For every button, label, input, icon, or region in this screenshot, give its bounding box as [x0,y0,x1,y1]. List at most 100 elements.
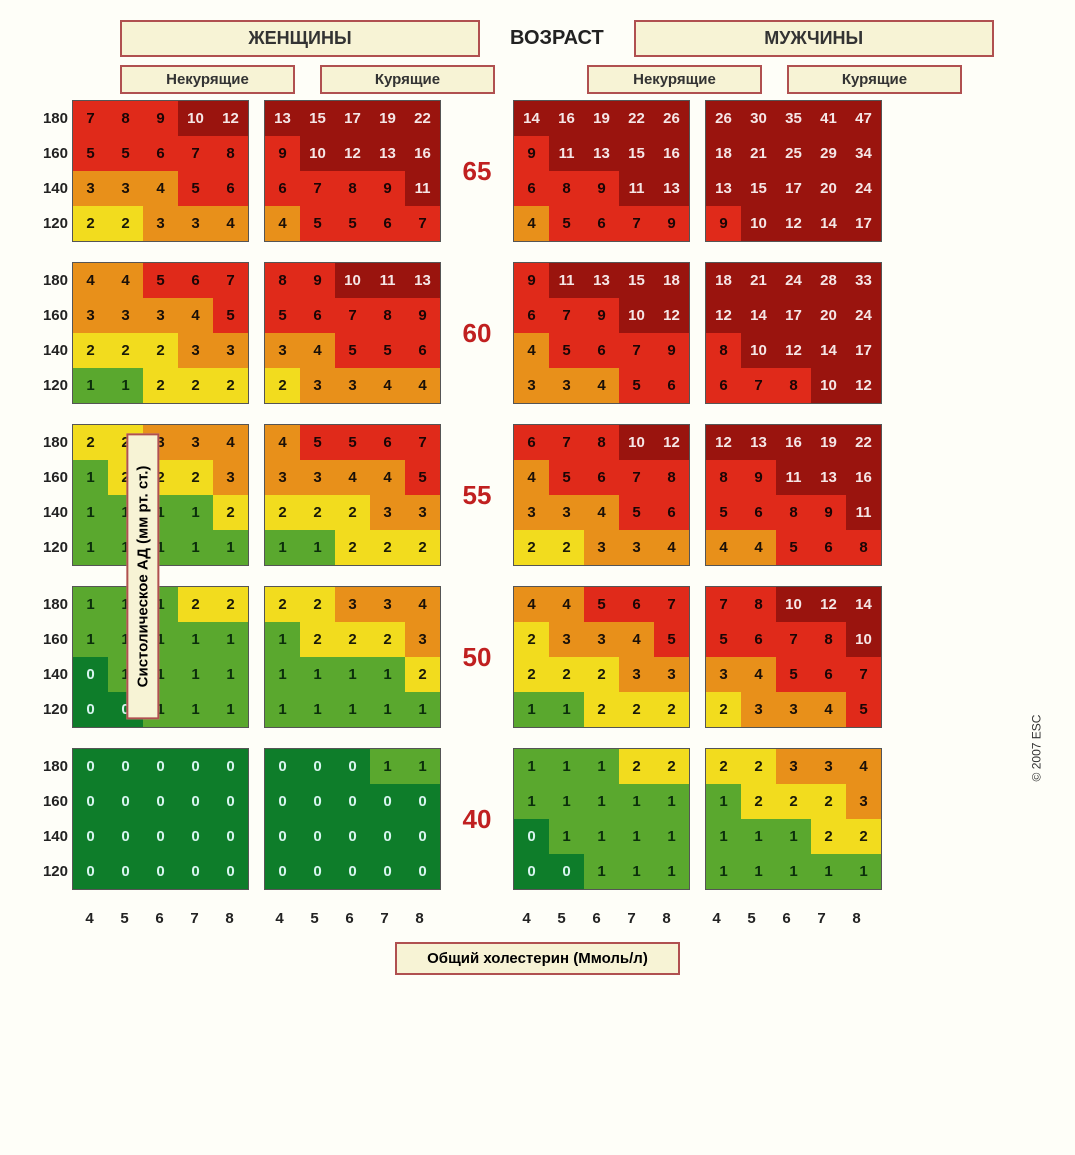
risk-cell: 3 [549,622,584,657]
chol-label: 7 [367,910,402,927]
risk-cell: 13 [654,171,689,206]
bp-label: 140 [20,333,68,368]
score-chart-container: Систолическое АД (мм рт. ст.) © 2007 ESC… [20,20,1055,975]
risk-cell: 0 [178,784,213,819]
risk-cell: 4 [370,368,405,403]
risk-cell: 6 [584,206,619,241]
risk-cell: 11 [619,171,654,206]
risk-cell: 16 [776,425,811,460]
risk-cell: 0 [213,749,248,784]
risk-cell: 16 [549,101,584,136]
risk-cell: 8 [706,333,741,368]
risk-cell: 18 [706,136,741,171]
bp-labels: 180160140120 [20,425,68,565]
risk-cell: 16 [654,136,689,171]
risk-cell: 3 [73,171,108,206]
risk-cell: 16 [846,460,881,495]
risk-cell: 0 [300,749,335,784]
risk-cell: 24 [846,298,881,333]
heatmap-ws-65: 131517192291012131667891145567 [264,100,441,242]
bp-labels: 180160140120 [20,101,68,241]
risk-cell: 5 [706,495,741,530]
risk-cell: 2 [706,692,741,727]
risk-cell: 7 [335,298,370,333]
risk-cell: 1 [776,854,811,889]
risk-cell: 21 [741,136,776,171]
risk-cell: 9 [514,136,549,171]
risk-cell: 7 [405,206,440,241]
risk-cell: 3 [335,368,370,403]
risk-cell: 6 [143,136,178,171]
risk-cell: 7 [776,622,811,657]
risk-cell: 11 [549,136,584,171]
chol-label: 8 [839,910,874,927]
risk-cell: 3 [73,298,108,333]
risk-cell: 2 [143,333,178,368]
risk-cell: 9 [265,136,300,171]
chol-label: 6 [769,910,804,927]
risk-cell: 0 [73,692,108,727]
risk-cell: 0 [370,819,405,854]
risk-cell: 2 [619,692,654,727]
risk-cell: 8 [706,460,741,495]
risk-cell: 3 [405,622,440,657]
risk-cell: 7 [300,171,335,206]
heatmap-ws-50: 22334122231111211111 [264,586,441,728]
risk-cell: 2 [300,622,335,657]
bp-label: 160 [20,460,68,495]
risk-cell: 1 [846,854,881,889]
risk-cell: 25 [776,136,811,171]
risk-cell: 6 [741,622,776,657]
chol-label: 4 [262,910,297,927]
risk-cell: 1 [549,784,584,819]
risk-cell: 4 [300,333,335,368]
risk-cell: 1 [514,692,549,727]
risk-cell: 10 [846,622,881,657]
bp-label: 180 [20,263,68,298]
risk-cell: 15 [300,101,335,136]
risk-cell: 4 [514,587,549,622]
risk-cell: 10 [335,263,370,298]
risk-cell: 2 [405,657,440,692]
risk-cell: 1 [549,749,584,784]
risk-cell: 6 [811,530,846,565]
chol-label: 4 [72,910,107,927]
bp-labels: 180160140120 [20,263,68,403]
risk-cell: 2 [619,749,654,784]
risk-cell: 2 [514,657,549,692]
risk-cell: 6 [654,368,689,403]
risk-cell: 8 [108,101,143,136]
risk-cell: 2 [549,530,584,565]
risk-cell: 0 [335,854,370,889]
risk-cell: 5 [300,425,335,460]
risk-cell: 14 [811,333,846,368]
risk-cell: 1 [108,368,143,403]
risk-cell: 0 [405,784,440,819]
chol-label: 6 [579,910,614,927]
risk-cell: 2 [108,206,143,241]
risk-cell: 22 [846,425,881,460]
men-smoker-header: Курящие [787,65,962,94]
risk-cell: 2 [178,460,213,495]
risk-cell: 0 [405,819,440,854]
heatmap-wns-60: 44567333452223311222 [72,262,249,404]
risk-cell: 3 [300,460,335,495]
risk-cell: 0 [178,854,213,889]
heatmap-wns-40: 00000000000000000000 [72,748,249,890]
risk-cell: 5 [335,333,370,368]
risk-cell: 7 [706,587,741,622]
risk-cell: 0 [143,784,178,819]
risk-cell: 6 [265,171,300,206]
risk-cell: 1 [706,854,741,889]
risk-cell: 3 [776,749,811,784]
risk-cell: 6 [514,425,549,460]
risk-cell: 0 [108,819,143,854]
risk-cell: 1 [265,622,300,657]
age-row-40: 1801601401200000000000000000000000011000… [20,748,1055,890]
bp-label: 120 [20,368,68,403]
risk-cell: 1 [178,530,213,565]
risk-cell: 6 [405,333,440,368]
risk-cell: 11 [846,495,881,530]
risk-cell: 4 [706,530,741,565]
risk-cell: 2 [73,333,108,368]
